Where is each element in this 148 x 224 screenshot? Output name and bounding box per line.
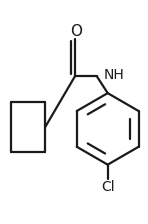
Text: O: O [70,24,82,39]
Text: NH: NH [104,68,124,82]
Text: Cl: Cl [101,179,115,194]
